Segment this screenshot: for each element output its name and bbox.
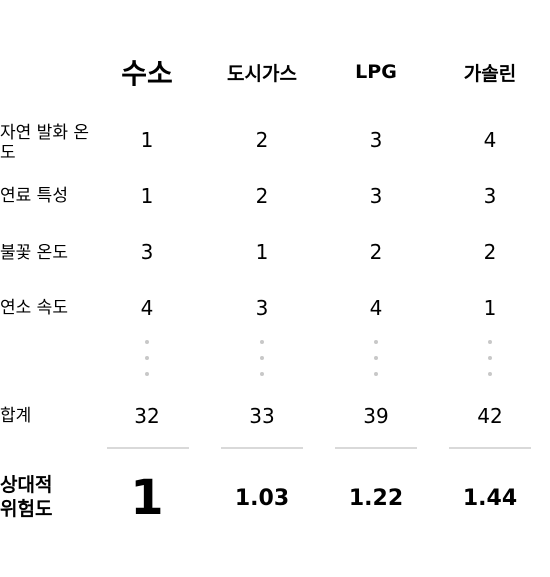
table-cell: 3 [483, 184, 497, 208]
vertical-ellipsis-icon [433, 340, 547, 376]
column-header-city-gas: 도시가스 [227, 62, 297, 85]
table-cell: 3 [369, 128, 383, 152]
total-cell: 32 [134, 404, 160, 428]
table-cell: 3 [255, 296, 269, 320]
row-label-total: 합계 [0, 406, 32, 426]
vertical-ellipsis-icon [90, 340, 204, 376]
table-cell: 4 [140, 296, 154, 320]
divider [107, 447, 189, 449]
relative-risk-label-line2: 위험도 [0, 498, 53, 520]
relative-risk-hydrogen: 1 [130, 470, 164, 526]
vertical-ellipsis-icon [205, 340, 319, 376]
table-cell: 1 [483, 296, 497, 320]
total-cell: 42 [477, 404, 503, 428]
relative-risk-lpg: 1.22 [348, 485, 404, 511]
row-label-flame-temperature: 불꽃 온도 [0, 243, 68, 263]
relative-risk-label-line1: 상대적 [0, 474, 53, 496]
divider [449, 447, 531, 449]
table-cell: 1 [140, 128, 154, 152]
table-cell: 3 [369, 184, 383, 208]
total-cell: 39 [363, 404, 389, 428]
table-cell: 3 [140, 240, 154, 264]
table-cell: 2 [255, 128, 269, 152]
divider [335, 447, 417, 449]
total-cell: 33 [249, 404, 275, 428]
table-cell: 2 [255, 184, 269, 208]
table-cell: 2 [369, 240, 383, 264]
column-header-gasoline: 가솔린 [463, 62, 517, 85]
row-label-burning-speed: 연소 속도 [0, 298, 68, 318]
divider [221, 447, 303, 449]
table-cell: 2 [483, 240, 497, 264]
table-cell: 4 [483, 128, 497, 152]
table-cell: 1 [255, 240, 269, 264]
column-header-hydrogen: 수소 [121, 57, 173, 90]
table-cell: 4 [369, 296, 383, 320]
relative-risk-gasoline: 1.44 [462, 485, 518, 511]
vertical-ellipsis-icon [319, 340, 433, 376]
row-label-fuel-property: 연료 특성 [0, 186, 68, 206]
row-label-autoignition: 자연 발화 온도 [0, 123, 90, 163]
column-header-lpg: LPG [355, 61, 397, 83]
row-label-relative-risk: 상대적 위험도 [0, 473, 52, 521]
table-cell: 1 [140, 184, 154, 208]
relative-risk-city-gas: 1.03 [234, 485, 290, 511]
